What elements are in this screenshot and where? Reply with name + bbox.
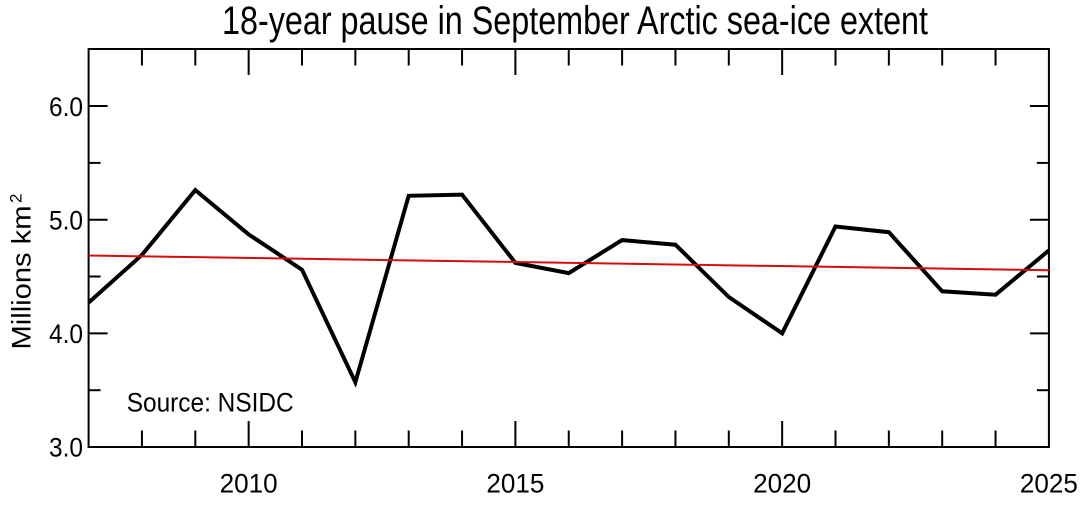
- svg-text:6.0: 6.0: [49, 92, 83, 122]
- svg-text:2: 2: [7, 194, 26, 203]
- svg-text:3.0: 3.0: [49, 433, 83, 463]
- svg-text:2010: 2010: [220, 469, 278, 499]
- svg-text:5.0: 5.0: [49, 206, 83, 236]
- svg-text:2025: 2025: [1020, 469, 1078, 499]
- svg-text:Millions km: Millions km: [7, 206, 37, 350]
- svg-text:Source: NSIDC: Source: NSIDC: [127, 388, 294, 418]
- svg-text:2015: 2015: [486, 469, 544, 499]
- svg-text:18-year pause in September Arc: 18-year pause in September Arctic sea-ic…: [222, 0, 928, 43]
- svg-text:4.0: 4.0: [49, 319, 83, 349]
- svg-text:2020: 2020: [753, 469, 811, 499]
